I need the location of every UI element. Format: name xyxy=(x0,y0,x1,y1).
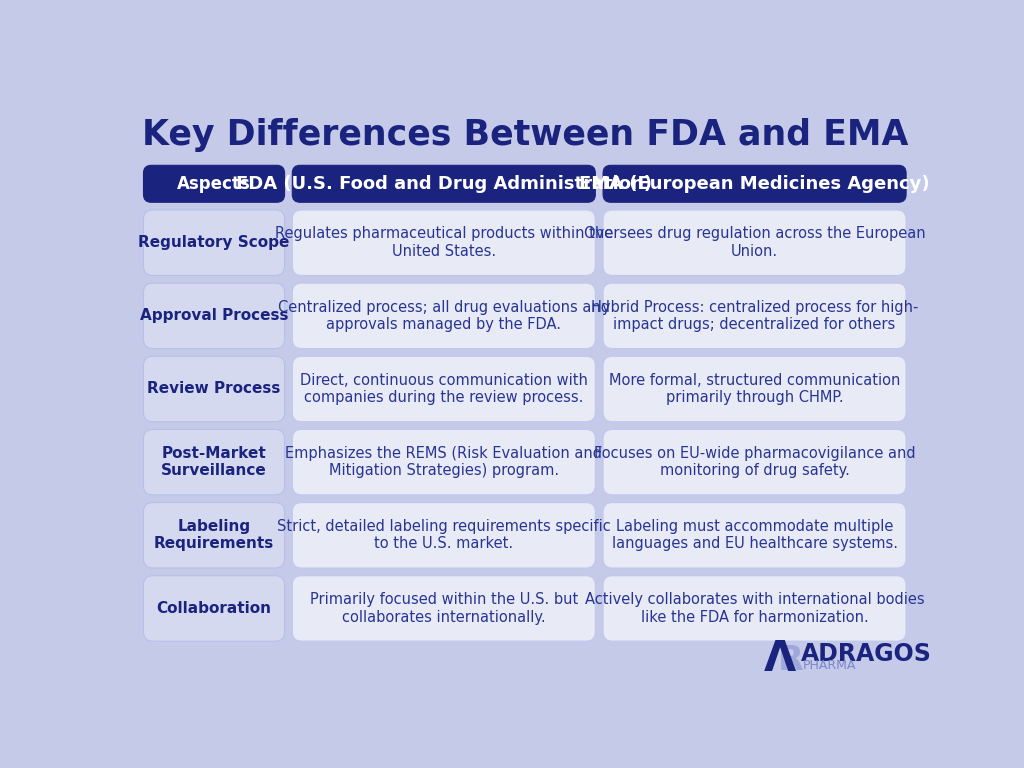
Text: PHARMA: PHARMA xyxy=(802,659,856,672)
FancyBboxPatch shape xyxy=(603,283,906,349)
FancyBboxPatch shape xyxy=(143,576,285,641)
Text: Regulates pharmaceutical products within the
United States.: Regulates pharmaceutical products within… xyxy=(274,227,613,259)
Text: ADRAGOS: ADRAGOS xyxy=(801,642,932,667)
Text: Oversees drug regulation across the European
Union.: Oversees drug regulation across the Euro… xyxy=(584,227,926,259)
Text: Review Process: Review Process xyxy=(147,382,281,396)
FancyBboxPatch shape xyxy=(603,502,906,568)
Text: Labeling
Requirements: Labeling Requirements xyxy=(154,519,274,551)
Text: Λ: Λ xyxy=(764,638,796,680)
FancyBboxPatch shape xyxy=(143,356,285,422)
Text: More formal, structured communication
primarily through CHMP.: More formal, structured communication pr… xyxy=(609,372,900,406)
Text: Direct, continuous communication with
companies during the review process.: Direct, continuous communication with co… xyxy=(300,372,588,406)
FancyBboxPatch shape xyxy=(143,502,285,568)
FancyBboxPatch shape xyxy=(603,356,906,422)
Text: Actively collaborates with international bodies
like the FDA for harmonization.: Actively collaborates with international… xyxy=(585,592,925,624)
Text: Labeling must accommodate multiple
languages and EU healthcare systems.: Labeling must accommodate multiple langu… xyxy=(611,519,898,551)
FancyBboxPatch shape xyxy=(603,576,906,641)
Text: Key Differences Between FDA and EMA: Key Differences Between FDA and EMA xyxy=(141,118,908,151)
Text: Centralized process; all drug evaluations and
approvals managed by the FDA.: Centralized process; all drug evaluation… xyxy=(278,300,610,332)
Text: EMA (European Medicines Agency): EMA (European Medicines Agency) xyxy=(580,175,930,193)
FancyBboxPatch shape xyxy=(292,283,595,349)
Text: Post-Market
Surveillance: Post-Market Surveillance xyxy=(161,446,267,478)
FancyBboxPatch shape xyxy=(143,210,285,276)
FancyBboxPatch shape xyxy=(143,283,285,349)
FancyBboxPatch shape xyxy=(292,502,595,568)
Text: Aspects: Aspects xyxy=(177,175,251,193)
Text: Approval Process: Approval Process xyxy=(139,308,289,323)
FancyBboxPatch shape xyxy=(603,165,906,202)
FancyBboxPatch shape xyxy=(603,429,906,495)
FancyBboxPatch shape xyxy=(292,429,595,495)
Text: Emphasizes the REMS (Risk Evaluation and
Mitigation Strategies) program.: Emphasizes the REMS (Risk Evaluation and… xyxy=(286,446,602,478)
Text: Focuses on EU-wide pharmacovigilance and
monitoring of drug safety.: Focuses on EU-wide pharmacovigilance and… xyxy=(594,446,915,478)
Text: Primarily focused within the U.S. but
collaborates internationally.: Primarily focused within the U.S. but co… xyxy=(309,592,578,624)
FancyBboxPatch shape xyxy=(292,576,595,641)
FancyBboxPatch shape xyxy=(292,210,595,276)
Text: Collaboration: Collaboration xyxy=(157,601,271,616)
FancyBboxPatch shape xyxy=(292,165,595,202)
Text: Regulatory Scope: Regulatory Scope xyxy=(138,235,290,250)
Text: Hybrid Process: centralized process for high-
impact drugs; decentralized for ot: Hybrid Process: centralized process for … xyxy=(591,300,919,332)
FancyBboxPatch shape xyxy=(292,356,595,422)
FancyBboxPatch shape xyxy=(143,165,285,202)
FancyBboxPatch shape xyxy=(603,210,906,276)
Text: FDA (U.S. Food and Drug Administration): FDA (U.S. Food and Drug Administration) xyxy=(236,175,652,193)
FancyBboxPatch shape xyxy=(143,429,285,495)
Text: R: R xyxy=(777,644,803,677)
Text: Strict, detailed labeling requirements specific
to the U.S. market.: Strict, detailed labeling requirements s… xyxy=(276,519,610,551)
